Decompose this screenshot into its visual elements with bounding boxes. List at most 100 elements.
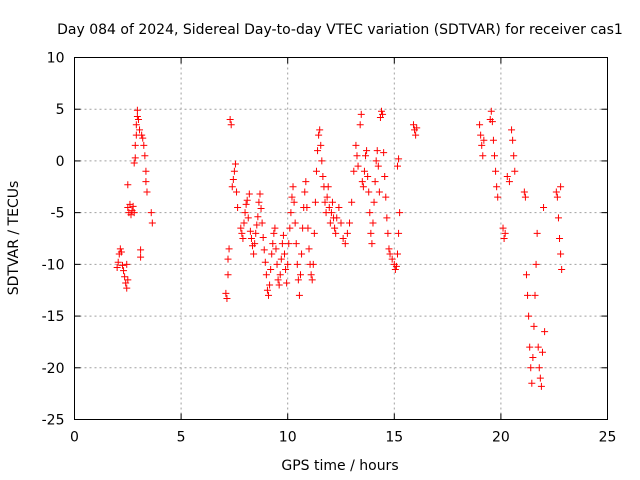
data-point bbox=[392, 262, 400, 270]
y-axis-label: SDTVAR / TECUs bbox=[6, 181, 22, 296]
data-point bbox=[332, 229, 340, 237]
data-point bbox=[298, 250, 306, 258]
data-point bbox=[371, 178, 379, 186]
y-tick-label: -10 bbox=[42, 257, 65, 273]
data-point bbox=[533, 229, 541, 237]
data-point bbox=[380, 149, 388, 157]
data-point bbox=[283, 279, 291, 287]
data-point bbox=[262, 271, 270, 279]
data-point bbox=[528, 379, 536, 387]
data-point bbox=[511, 167, 519, 175]
data-point bbox=[374, 162, 382, 170]
data-point bbox=[391, 266, 399, 274]
data-point bbox=[501, 229, 509, 237]
data-point bbox=[294, 276, 302, 284]
data-point bbox=[396, 209, 404, 217]
data-point bbox=[319, 172, 327, 180]
data-point bbox=[378, 107, 386, 115]
data-point bbox=[370, 198, 378, 206]
data-point bbox=[241, 209, 249, 217]
data-point bbox=[143, 188, 151, 196]
data-point bbox=[489, 136, 497, 144]
data-point bbox=[409, 121, 417, 129]
data-point bbox=[365, 188, 373, 196]
data-point bbox=[116, 245, 124, 253]
data-point bbox=[353, 152, 361, 160]
data-point bbox=[138, 131, 146, 139]
data-point bbox=[255, 198, 263, 206]
data-point bbox=[275, 281, 283, 289]
data-point bbox=[258, 219, 266, 227]
y-tick-label: -20 bbox=[42, 361, 65, 377]
data-point bbox=[121, 273, 129, 281]
data-point bbox=[140, 141, 148, 149]
data-point bbox=[273, 260, 281, 268]
data-point bbox=[357, 110, 365, 118]
y-tick-label: 5 bbox=[56, 102, 65, 118]
data-point bbox=[252, 229, 260, 237]
data-point bbox=[253, 221, 261, 229]
data-point bbox=[343, 229, 351, 237]
data-point bbox=[311, 198, 319, 206]
data-point bbox=[326, 219, 334, 227]
data-point bbox=[123, 284, 131, 292]
data-point bbox=[541, 328, 549, 336]
y-tick-label: 10 bbox=[47, 51, 65, 67]
data-point bbox=[375, 188, 383, 196]
data-point bbox=[242, 200, 250, 208]
data-point bbox=[508, 126, 516, 134]
data-point bbox=[278, 240, 286, 248]
data-point bbox=[133, 106, 141, 114]
data-point bbox=[536, 374, 544, 382]
data-point bbox=[223, 294, 231, 302]
data-point bbox=[348, 198, 356, 206]
data-point bbox=[131, 154, 139, 162]
plot-frame bbox=[74, 57, 608, 420]
data-point bbox=[476, 121, 484, 129]
data-point bbox=[494, 193, 502, 201]
data-point bbox=[333, 214, 341, 222]
data-point bbox=[557, 183, 565, 191]
data-point bbox=[286, 224, 294, 232]
x-tick-label: 5 bbox=[177, 430, 186, 446]
data-point bbox=[256, 190, 264, 198]
data-point bbox=[117, 248, 125, 256]
data-point bbox=[312, 167, 320, 175]
data-point bbox=[503, 172, 511, 180]
data-point bbox=[522, 271, 530, 279]
data-point bbox=[395, 229, 403, 237]
data-point bbox=[272, 245, 280, 253]
data-point bbox=[386, 250, 394, 258]
data-point bbox=[230, 167, 238, 175]
data-point bbox=[372, 157, 380, 165]
data-point bbox=[226, 116, 234, 124]
data-point bbox=[279, 231, 287, 239]
data-point bbox=[337, 219, 345, 227]
data-point bbox=[292, 240, 300, 248]
data-point bbox=[314, 147, 322, 155]
data-point bbox=[382, 193, 390, 201]
data-point bbox=[356, 121, 364, 129]
data-point bbox=[328, 198, 336, 206]
y-tick-label: -15 bbox=[42, 309, 65, 325]
data-point bbox=[141, 152, 149, 160]
data-point bbox=[360, 167, 368, 175]
y-tick-label: -25 bbox=[42, 413, 65, 429]
data-point bbox=[222, 289, 230, 297]
x-axis-label: GPS time / hours bbox=[281, 458, 398, 474]
data-point bbox=[137, 253, 145, 261]
data-point bbox=[527, 364, 535, 372]
grid-lines bbox=[74, 57, 608, 420]
data-point bbox=[243, 196, 251, 204]
data-point bbox=[270, 229, 278, 237]
data-point bbox=[538, 348, 546, 356]
data-point bbox=[354, 162, 362, 170]
data-point bbox=[234, 203, 242, 211]
data-point bbox=[305, 245, 313, 253]
data-point bbox=[304, 224, 312, 232]
data-point bbox=[228, 183, 236, 191]
data-point bbox=[491, 152, 499, 160]
data-point bbox=[113, 263, 121, 271]
data-point bbox=[318, 157, 326, 165]
data-point bbox=[532, 260, 540, 268]
